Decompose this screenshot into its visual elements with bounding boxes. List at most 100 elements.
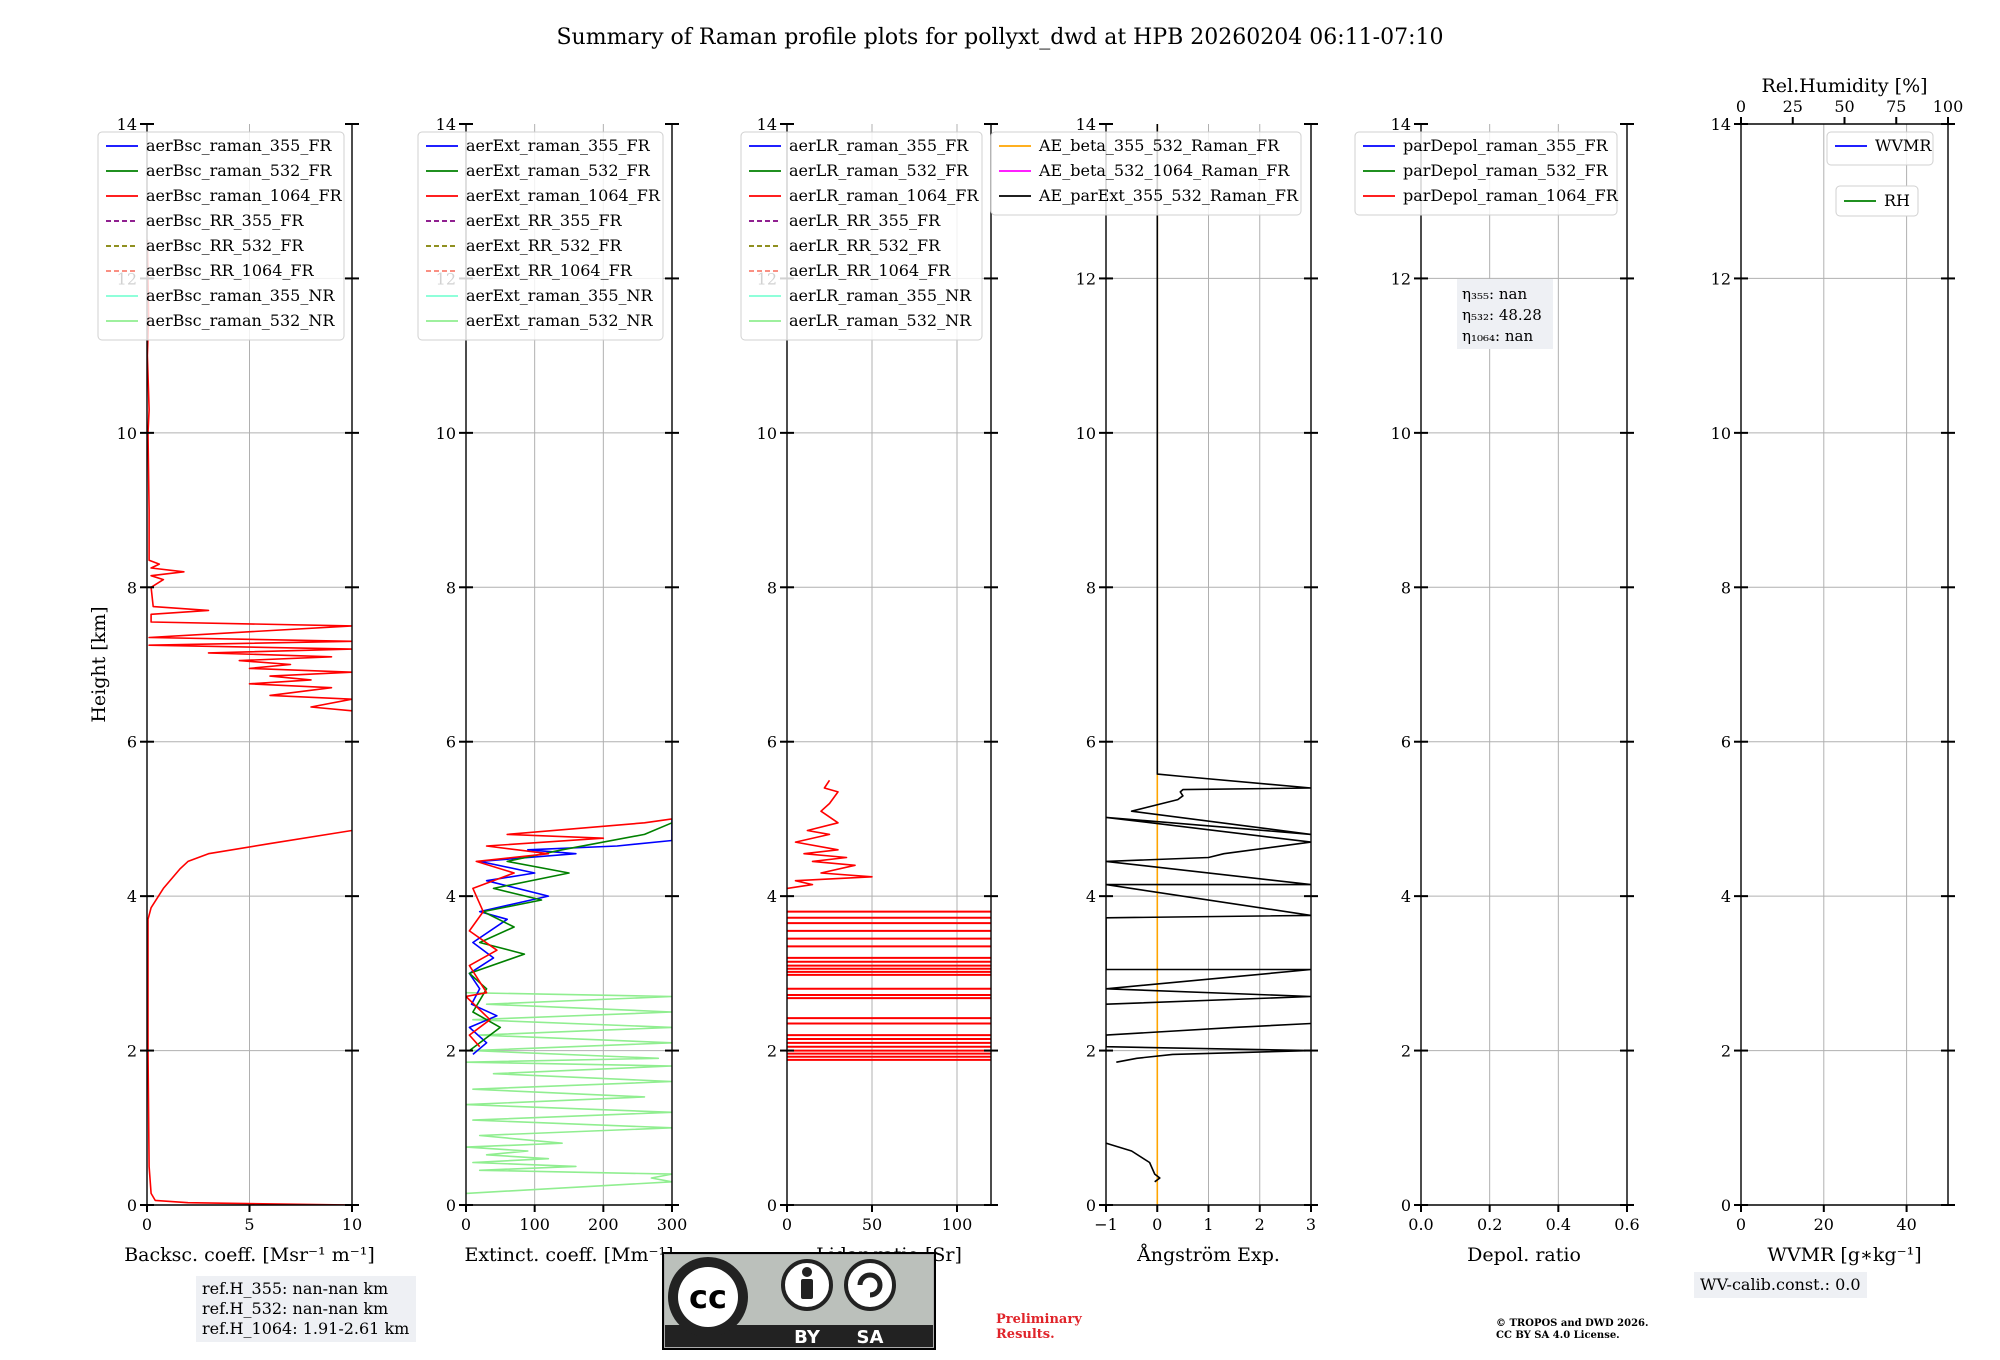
legend-entry-label: aerExt_RR_355_FR — [466, 211, 623, 230]
figure-title: Summary of Raman profile plots for polly… — [556, 25, 1443, 50]
x-axis-label: Ångström Exp. — [1136, 1244, 1280, 1266]
x-tick-label: 300 — [657, 1215, 688, 1234]
x-axis-label: WVMR [g∗kg⁻¹] — [1767, 1244, 1921, 1266]
y-axis-label: Height [km] — [88, 606, 110, 722]
y-tick-label: 10 — [1076, 424, 1096, 443]
legend-entry-label: aerLR_raman_1064_FR — [789, 186, 979, 205]
sa-arrow-icon — [857, 1272, 883, 1298]
cc-logo-icon: cc — [689, 1278, 727, 1316]
x-axis-label: Backsc. coeff. [Msr⁻¹ m⁻¹] — [124, 1244, 375, 1266]
preliminary-results-note: Preliminary Results. — [996, 1312, 1082, 1342]
ref-h-1064: ref.H_1064: 1.91-2.61 km — [202, 1319, 410, 1338]
preliminary-line-1: Preliminary — [996, 1312, 1082, 1327]
copyright-line-1: © TROPOS and DWD 2026. — [1496, 1318, 1649, 1329]
panel-lr: 02468101214050100Lidar ratio [Sr]aerLR_r… — [740, 115, 998, 1266]
legend-entry-label: aerBsc_raman_532_FR — [146, 161, 332, 180]
legend-frame — [97, 131, 345, 341]
y-tick-label: 10 — [1711, 424, 1731, 443]
y-tick-label: 4 — [127, 887, 137, 906]
y-tick-label: 6 — [1721, 733, 1731, 752]
legend-frame — [1354, 131, 1618, 216]
series-group-lr — [787, 779, 991, 1061]
x-tick-label: −1 — [1094, 1215, 1118, 1234]
y-tick-label: 0 — [1401, 1196, 1411, 1215]
y-tick-label: 14 — [436, 115, 456, 134]
chart-panels: 024681012140510Backsc. coeff. [Msr⁻¹ m⁻¹… — [88, 75, 1963, 1266]
y-tick-label: 10 — [757, 424, 777, 443]
preliminary-line-2: Results. — [996, 1327, 1055, 1342]
x-axis-label: Depol. ratio — [1467, 1244, 1581, 1266]
y-tick-label: 8 — [127, 578, 137, 597]
y-tick-label: 2 — [127, 1042, 137, 1061]
legend-entry-label: aerBsc_raman_355_FR — [146, 136, 332, 155]
series-group-bsc — [147, 239, 352, 1205]
legend-entry-label: parDepol_raman_355_FR — [1403, 136, 1609, 155]
x-tick-label: 200 — [588, 1215, 619, 1234]
legend-entry-label: aerLR_RR_355_FR — [789, 211, 941, 230]
ref-h-532: ref.H_532: nan-nan km — [202, 1299, 389, 1318]
legend-entry-label: AE_beta_355_532_Raman_FR — [1038, 136, 1280, 155]
panel-wv: 0 2 4 6 8 10 12 14 0 20 40 WVMR [g∗kg⁻¹] 0 25 50 75 100 R… — [1711, 75, 1964, 1266]
top-x-tick-label: 0 — [1736, 97, 1746, 116]
eta-box: η₃₅₅: nan η₅₃₂: 48.28 η₁₀₆₄: nan — [1457, 279, 1553, 349]
legend-entry-label: aerLR_raman_532_NR — [789, 311, 972, 330]
legend-entry-label: aerLR_raman_355_FR — [789, 136, 969, 155]
y-tick-label: 2 — [446, 1042, 456, 1061]
x-tick-label: 100 — [519, 1215, 550, 1234]
y-tick-label: 12 — [1076, 269, 1096, 288]
legend2-frame — [1835, 185, 1919, 217]
legend2-entry-label: RH — [1884, 191, 1910, 210]
series-aerBsc_raman_1064_FR_upper — [147, 239, 352, 712]
y-tick-label: 4 — [446, 887, 456, 906]
series-AE_parExt_355_532_Raman_FR — [1106, 1142, 1161, 1183]
cc-by-label: BY — [794, 1327, 821, 1348]
panel-bsc: 024681012140510Backsc. coeff. [Msr⁻¹ m⁻¹… — [88, 115, 375, 1266]
y-tick-label: 8 — [1721, 578, 1731, 597]
x-tick-label: 2 — [1255, 1215, 1265, 1234]
legend-entry-label: aerBsc_raman_355_NR — [146, 286, 335, 305]
reference-height-box: ref.H_355: nan-nan km ref.H_532: nan-nan… — [196, 1276, 416, 1342]
legend-entry-label: aerLR_RR_1064_FR — [789, 261, 951, 280]
y-tick-label: 14 — [1076, 115, 1096, 134]
legend-entry-label: parDepol_raman_532_FR — [1403, 161, 1609, 180]
top-axis-label: Rel.Humidity [%] — [1761, 75, 1927, 97]
legend-entry-label: aerExt_raman_532_NR — [466, 311, 654, 330]
legend-frame — [1826, 131, 1934, 166]
y-tick-label: 6 — [1086, 733, 1096, 752]
legend-entry-label: parDepol_raman_1064_FR — [1403, 186, 1619, 205]
top-x-tick-label: 100 — [1933, 97, 1964, 116]
x-tick-label: 40 — [1896, 1215, 1916, 1234]
y-tick-label: 10 — [1391, 424, 1411, 443]
wv-calibration-box: WV-calib.const.: 0.0 — [1694, 1272, 1867, 1298]
legend-dep: parDepol_raman_355_FR parDepol_raman_532_… — [1354, 131, 1619, 216]
panel-dep: 0 2 4 6 8 10 12 14 0.0 0.2 0.4 0.6 Depol. ratio parDe… — [1354, 115, 1640, 1266]
copyright-line-2: CC BY SA 4.0 License. — [1496, 1330, 1620, 1341]
y-tick-label: 2 — [767, 1042, 777, 1061]
top-x-tick-label: 50 — [1834, 97, 1854, 116]
series-AE_parExt_355_532_Raman_FR_c — [1106, 124, 1311, 1005]
x-tick-label: 0.2 — [1477, 1215, 1502, 1234]
y-tick-label: 8 — [446, 578, 456, 597]
y-tick-label: 0 — [127, 1196, 137, 1215]
x-tick-label: 50 — [862, 1215, 882, 1234]
legend-entry-label: aerBsc_RR_355_FR — [146, 211, 304, 230]
x-tick-label: 0 — [1152, 1215, 1162, 1234]
ref-h-355: ref.H_355: nan-nan km — [202, 1279, 389, 1298]
x-tick-label: 0 — [1736, 1215, 1746, 1234]
x-tick-label: 0 — [461, 1215, 471, 1234]
y-tick-label: 8 — [767, 578, 777, 597]
y-tick-label: 8 — [1401, 578, 1411, 597]
panel-ext: 024681012140100200300Extinct. coeff. [Mm… — [417, 115, 688, 1266]
x-tick-label: 10 — [342, 1215, 362, 1234]
y-tick-label: 6 — [767, 733, 777, 752]
legend-ext: aerExt_raman_355_FR aerExt_raman_532_FRae… — [417, 131, 664, 341]
y-tick-label: 4 — [767, 887, 777, 906]
y-tick-label: 14 — [117, 115, 137, 134]
y-tick-label: 2 — [1721, 1042, 1731, 1061]
x-tick-label: 100 — [942, 1215, 973, 1234]
series-group-ae — [1106, 124, 1311, 1205]
cc-badge-bottom — [665, 1325, 933, 1347]
x-tick-label: 20 — [1814, 1215, 1834, 1234]
